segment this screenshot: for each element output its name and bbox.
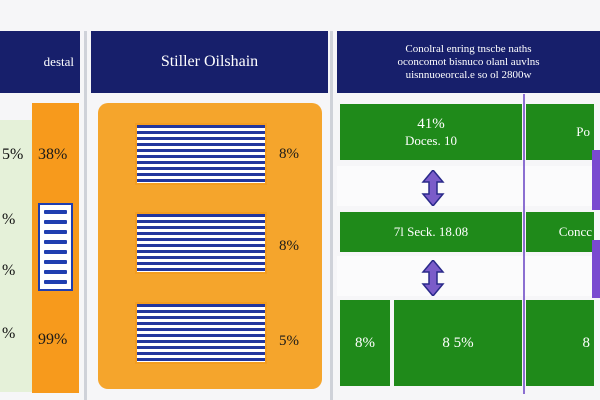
right-panel-title-line-1: Conolral enring tnscbe naths (405, 42, 532, 55)
panel-divider-1 (84, 31, 87, 400)
left-percent-1: 5% (2, 146, 24, 163)
right-panel-title-line-3: uisnnuoeorcal.e so ol 2800w (405, 68, 532, 81)
orange-percent-bottom: 99% (38, 331, 68, 348)
metric-card-2-label: 7l Seck. 18.08 (393, 224, 469, 239)
left-percent-2: % (2, 211, 16, 228)
middle-panel-title: Stiller Oilshain (160, 53, 259, 70)
middle-panel-header: Stiller Oilshain (91, 31, 328, 93)
left-green-strip (0, 120, 32, 392)
left-percent-4: % (2, 325, 16, 342)
metric-card-4[interactable]: 8 5% (394, 300, 522, 386)
right-purple-divider (523, 94, 525, 394)
metric-card-3-value: 8% (355, 334, 375, 351)
middle-percent-3: 5% (279, 333, 299, 349)
metric-card-4b-value: 8 (582, 334, 591, 351)
arrow-row-1 (337, 166, 600, 206)
striped-card-1[interactable] (135, 123, 267, 185)
up-down-arrow-icon[interactable] (421, 170, 445, 206)
right-panel-header: Conolral enring tnscbe naths oconcomot b… (337, 31, 600, 93)
metric-card-2b[interactable]: Concc (526, 212, 594, 252)
left-panel-header: destal (0, 31, 80, 93)
up-down-arrow-icon[interactable] (421, 260, 445, 296)
edge-accent-1 (592, 150, 600, 210)
striped-card-3[interactable] (135, 302, 267, 364)
middle-percent-1: 8% (279, 146, 299, 162)
right-panel-title-line-2: oconcomot bisnuco olanl auvlns (397, 55, 540, 68)
metric-card-1-label: Doces. 10 (405, 132, 457, 148)
left-percent-3: % (2, 262, 16, 279)
metric-card-2b-label: Concc (558, 224, 592, 239)
metric-card-4-value: 8 5% (442, 334, 474, 351)
metric-card-1b-label: Po (576, 124, 590, 139)
left-panel-title: destal (43, 54, 74, 69)
metric-card-3[interactable]: 8% (340, 300, 390, 386)
edge-accent-2 (592, 240, 600, 298)
metric-card-1[interactable]: 41% Doces. 10 (340, 104, 522, 160)
orange-percent-top: 38% (38, 146, 68, 163)
metric-card-2[interactable]: 7l Seck. 18.08 (340, 212, 522, 252)
metric-card-4b[interactable]: 8 (526, 300, 594, 386)
arrow-row-2 (337, 256, 600, 296)
metric-card-1b[interactable]: Po (526, 104, 594, 160)
metric-card-1-value: 41% (417, 115, 445, 132)
middle-percent-2: 8% (279, 238, 299, 254)
barcode-icon[interactable] (38, 203, 73, 291)
striped-card-2[interactable] (135, 212, 267, 274)
panel-divider-2 (330, 31, 333, 400)
